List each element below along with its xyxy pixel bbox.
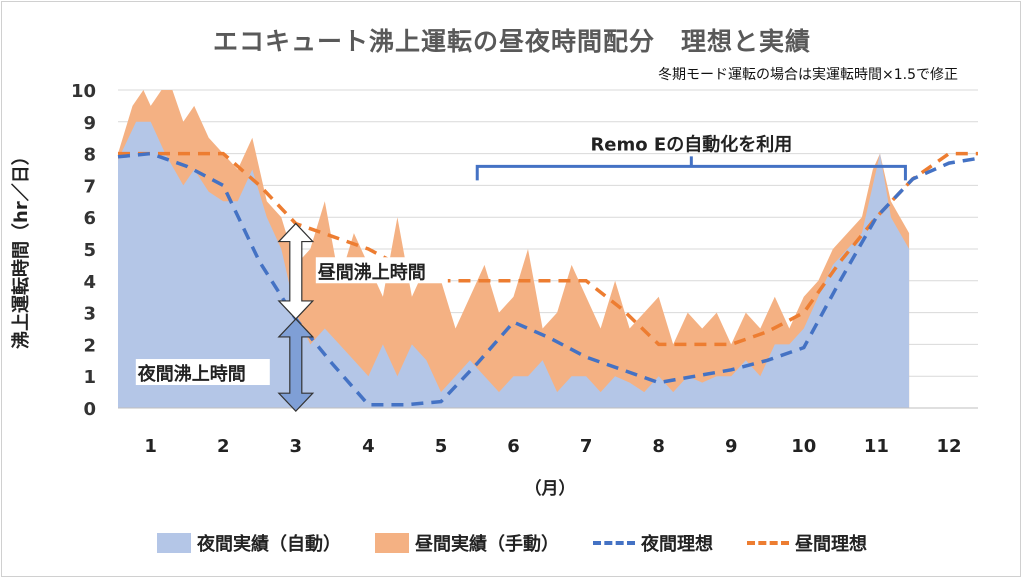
legend-swatch-night-ideal [593, 541, 635, 545]
x-tick-label: 6 [507, 436, 520, 457]
y-tick-label: 3 [83, 304, 96, 325]
day-actual-area [118, 90, 910, 408]
x-tick-label: 1 [144, 436, 157, 457]
y-tick-label: 10 [71, 81, 96, 102]
y-tick-label: 5 [83, 240, 96, 261]
legend-swatch-day-actual [375, 533, 409, 553]
legend-label-night-ideal: 夜間理想 [641, 534, 713, 555]
legend-item-night-ideal: 夜間理想 [593, 530, 713, 556]
y-tick-label: 7 [83, 176, 96, 197]
legend-swatch-night-actual [157, 533, 191, 553]
x-tick-label: 5 [435, 436, 448, 457]
y-tick-label: 6 [83, 208, 96, 229]
y-tick-label: 4 [83, 272, 96, 293]
bracket [475, 156, 907, 181]
x-tick-label: 12 [936, 436, 961, 457]
y-tick-label: 1 [83, 367, 96, 388]
day-arrow-label-bg [315, 257, 448, 284]
x-axis-label: （月） [524, 479, 576, 499]
day-arrow-label: 昼間沸上時間 [318, 261, 426, 283]
y-tick-label: 0 [83, 399, 96, 420]
legend-item-day-ideal: 昼間理想 [747, 530, 867, 556]
y-tick-label: 2 [83, 335, 96, 356]
night-ideal-line [117, 151, 979, 407]
y-tick-label: 9 [83, 113, 96, 134]
x-tick-label: 10 [791, 436, 816, 457]
x-tick-label: 9 [725, 436, 738, 457]
x-tick-label: 4 [362, 436, 375, 457]
legend: 夜間実績（自動） 昼間実績（手動） 夜間理想 昼間理想 [0, 530, 1024, 556]
bracket-label: Remo Eの自動化を利用 [590, 133, 792, 155]
legend-label-day-ideal: 昼間理想 [795, 534, 867, 555]
x-tick-label: 3 [290, 436, 303, 457]
legend-swatch-day-ideal [747, 541, 789, 545]
y-tick-label: 8 [83, 145, 96, 166]
x-tick-label: 8 [652, 436, 665, 457]
chart-subtitle: 冬期モード運転の場合は実運転時間×1.5で修正 [658, 67, 958, 83]
x-tick-label: 7 [580, 436, 593, 457]
night-arrow-label-bg [135, 359, 270, 386]
legend-label-day-actual: 昼間実績（手動） [415, 534, 559, 555]
day-ideal-line [118, 151, 978, 347]
x-tick-label: 11 [864, 436, 889, 457]
legend-label-night-actual: 夜間実績（自動） [197, 534, 341, 555]
night-time-arrow [277, 318, 315, 413]
night-arrow-label: 夜間沸上時間 [137, 363, 246, 385]
legend-item-night-actual: 夜間実績（自動） [157, 530, 341, 556]
chart-title: エコキュート沸上運転の昼夜時間配分 理想と実績 [212, 27, 811, 56]
x-tick-label: 2 [217, 436, 230, 457]
legend-item-day-actual: 昼間実績（手動） [375, 530, 559, 556]
